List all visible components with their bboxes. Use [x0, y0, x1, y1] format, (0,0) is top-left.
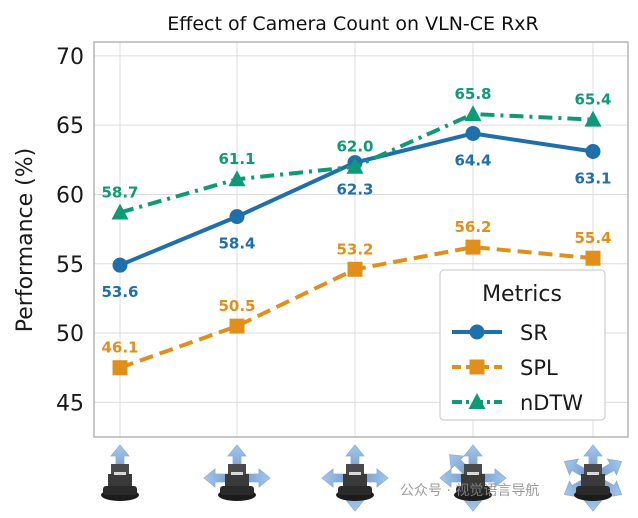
y-axis-label: Performance (%): [13, 148, 38, 332]
data-label-ndtw: 61.1: [218, 150, 255, 168]
legend: Metrics SR SPL nDTW: [439, 269, 606, 421]
camera-arrows: [203, 444, 271, 488]
robot-icon-1: [101, 444, 139, 501]
point-ndtw-0: [111, 203, 129, 220]
data-label-sr: 64.4: [454, 151, 491, 169]
legend-label: SPL: [520, 356, 558, 380]
data-label-spl: 53.2: [336, 240, 373, 258]
point-spl-1: [229, 318, 245, 334]
data-label-spl: 46.1: [101, 339, 138, 357]
data-label-sr: 63.1: [574, 169, 611, 187]
legend-entry-ndtw: nDTW: [452, 391, 583, 415]
series-spl: [112, 239, 601, 376]
legend-marker-square: [469, 359, 485, 375]
data-label-spl: 50.5: [218, 297, 255, 315]
y-tick-label: 45: [56, 391, 84, 416]
data-label-spl: 56.2: [454, 218, 491, 236]
y-tick-label: 70: [56, 45, 84, 70]
robot-icon-2: [203, 444, 271, 501]
point-sr-0: [112, 257, 128, 273]
legend-entry-spl: SPL: [452, 356, 558, 380]
point-ndtw-4: [584, 110, 602, 127]
point-sr-3: [465, 125, 481, 141]
legend-title: Metrics: [482, 282, 562, 307]
legend-label: nDTW: [520, 391, 583, 415]
y-tick-label: 60: [56, 183, 84, 208]
point-spl-0: [112, 360, 128, 376]
y-axis-ticks: 45 50 55 60 65 70: [56, 45, 84, 416]
point-spl-3: [465, 239, 481, 255]
legend-marker-triangle: [468, 393, 486, 409]
robot-icon-4: [439, 444, 507, 512]
point-sr-4: [585, 143, 601, 159]
series-ndtw: [111, 105, 602, 220]
legend-entries: SR SPL nDTW: [452, 321, 583, 415]
chart-title: Effect of Camera Count on VLN-CE RxR: [167, 13, 538, 35]
data-label-sr: 58.4: [218, 235, 255, 253]
robot-icon-3: [321, 444, 389, 512]
series-layer: [111, 105, 602, 376]
data-label-ndtw: 58.7: [101, 183, 138, 201]
legend-marker-circle: [469, 324, 485, 340]
data-label-spl: 55.4: [574, 229, 611, 247]
legend-box: [439, 269, 606, 421]
data-labels: 53.6 58.4 62.3 64.4 63.1 46.1 50.5 53.2 56.2 55.4…: [101, 85, 611, 357]
point-spl-2: [347, 261, 363, 277]
robot-icon-5: [563, 444, 623, 512]
point-ndtw-1: [228, 170, 246, 187]
data-label-sr: 62.3: [336, 181, 373, 199]
x-axis-robot-icons: [101, 444, 623, 512]
point-ndtw-2: [346, 157, 364, 174]
data-label-ndtw: 65.8: [454, 85, 491, 103]
axes-frame: [93, 41, 629, 438]
data-label-ndtw: 62.0: [336, 138, 373, 156]
watermark: 公众号 · 视觉语言导航: [400, 483, 540, 499]
data-label-sr: 53.6: [101, 283, 138, 301]
point-spl-4: [585, 250, 601, 266]
y-tick-label: 55: [56, 253, 84, 278]
y-tick-label: 50: [56, 322, 84, 347]
data-label-ndtw: 65.4: [574, 91, 611, 109]
legend-entry-sr: SR: [452, 321, 548, 345]
point-ndtw-3: [464, 105, 482, 122]
y-tick-label: 65: [56, 114, 84, 139]
point-sr-1: [229, 209, 245, 225]
legend-label: SR: [520, 321, 548, 345]
